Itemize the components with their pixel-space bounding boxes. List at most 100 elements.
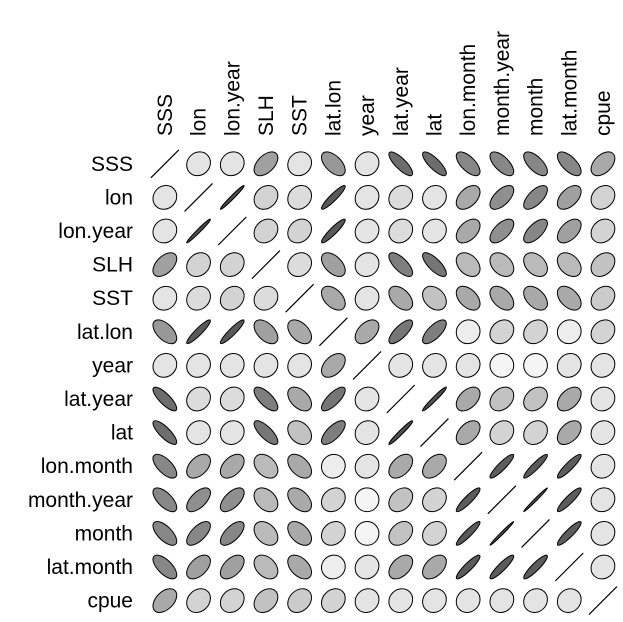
correlation-ellipse — [388, 252, 414, 277]
correlation-ellipse — [556, 588, 582, 613]
correlation-ellipse — [556, 386, 582, 412]
correlation-ellipse — [556, 252, 582, 277]
correlation-ellipse — [523, 252, 548, 277]
correlation-ellipse — [489, 453, 515, 479]
correlation-ellipse — [422, 319, 447, 345]
diagonal-line — [420, 418, 449, 448]
column-label: year — [356, 95, 379, 136]
correlation-ellipse — [455, 588, 481, 613]
correlation-ellipse — [388, 521, 414, 546]
correlation-ellipse — [455, 185, 481, 210]
correlation-ellipse — [455, 521, 481, 546]
correlation-ellipse — [287, 319, 313, 345]
correlation-ellipse — [287, 487, 313, 513]
correlation-ellipse — [422, 353, 447, 378]
correlation-ellipse — [388, 319, 414, 345]
correlation-ellipse — [186, 420, 211, 445]
correlation-ellipse — [186, 218, 211, 244]
diagonal-line — [588, 586, 618, 616]
correlation-ellipse — [219, 521, 245, 546]
correlation-ellipse — [320, 521, 346, 546]
correlation-ellipse — [590, 218, 616, 244]
correlation-ellipse — [287, 386, 313, 412]
correlation-ellipse — [219, 185, 245, 210]
correlation-ellipse — [354, 487, 380, 513]
correlation-ellipse — [253, 151, 279, 177]
correlation-ellipse — [354, 453, 380, 479]
correlation-ellipse — [320, 151, 346, 177]
correlation-ellipse — [219, 588, 245, 613]
correlation-ellipse — [590, 353, 616, 378]
correlation-ellipse — [422, 386, 447, 412]
correlation-ellipse — [556, 521, 582, 546]
correlation-ellipse — [422, 521, 447, 546]
correlation-ellipse — [186, 453, 211, 479]
diagonal-line — [150, 149, 180, 179]
correlation-ellipse — [422, 185, 447, 210]
correlation-ellipse — [219, 353, 245, 378]
correlation-ellipse — [590, 386, 616, 412]
correlation-ellipse — [489, 285, 515, 311]
correlation-ellipse — [186, 386, 211, 412]
correlation-ellipse — [287, 353, 313, 378]
correlation-ellipse — [186, 521, 211, 546]
correlation-ellipse — [388, 588, 414, 613]
column-label: SSS — [154, 94, 177, 136]
correlation-ellipse — [455, 218, 481, 244]
correlation-ellipse — [523, 487, 548, 513]
correlation-ellipse — [523, 185, 548, 210]
row-label: lat.lon — [77, 321, 133, 344]
correlation-ellipse — [287, 588, 313, 613]
diagonal-line — [217, 216, 247, 246]
correlation-ellipse — [152, 487, 178, 513]
ellipse-grid — [150, 149, 618, 616]
diagonal-line — [184, 182, 213, 212]
correlation-ellipse — [455, 252, 481, 277]
correlation-ellipse — [590, 487, 616, 513]
correlation-ellipse — [422, 453, 447, 479]
correlation-ellipse — [523, 151, 548, 177]
correlation-ellipse — [422, 487, 447, 513]
correlation-ellipse — [253, 588, 279, 613]
row-labels: SSS lon lon.year SLH SST lat.lon year lat.year l… — [28, 153, 133, 613]
correlation-ellipse — [152, 252, 178, 277]
correlation-ellipse — [186, 252, 211, 277]
correlation-ellipse — [523, 588, 548, 613]
column-label: SST — [289, 95, 312, 136]
row-label: lat.month — [47, 556, 133, 579]
correlation-ellipse — [253, 218, 279, 244]
correlation-ellipse — [388, 218, 414, 244]
correlation-ellipse — [489, 151, 515, 177]
diagonal-line — [386, 384, 416, 414]
correlation-ellipse — [219, 554, 245, 580]
correlation-ellipse — [354, 185, 380, 210]
correlation-ellipse — [523, 285, 548, 311]
correlation-ellipse — [489, 185, 515, 210]
correlation-ellipse — [354, 386, 380, 412]
correlation-ellipse — [152, 319, 178, 345]
correlation-ellipse — [287, 218, 313, 244]
correlation-ellipse — [556, 420, 582, 445]
column-label: lon.month — [457, 44, 480, 136]
correlation-ellipse — [590, 420, 616, 445]
correlation-ellipse — [320, 386, 346, 412]
correlation-ellipse — [489, 252, 515, 277]
correlation-ellipse — [253, 285, 279, 311]
row-label: month — [75, 522, 133, 545]
correlation-ellipse — [287, 185, 313, 210]
correlation-ellipse — [455, 151, 481, 177]
correlation-ellipse — [152, 386, 178, 412]
correlation-ellipse — [186, 285, 211, 311]
correlation-ellipse — [590, 285, 616, 311]
correlation-ellipse — [320, 218, 346, 244]
correlation-ellipse — [219, 453, 245, 479]
correlation-ellipse — [388, 453, 414, 479]
correlation-ellipse — [523, 453, 548, 479]
correlation-ellipse — [152, 185, 178, 210]
correlation-ellipse — [354, 521, 380, 546]
correlation-ellipse — [489, 420, 515, 445]
row-label: lat — [111, 422, 133, 445]
correlation-ellipse — [253, 420, 279, 445]
column-labels: SSS lon lon.year SLH SST lat.lon year lat.year l… — [154, 31, 615, 136]
correlation-ellipse — [320, 252, 346, 277]
